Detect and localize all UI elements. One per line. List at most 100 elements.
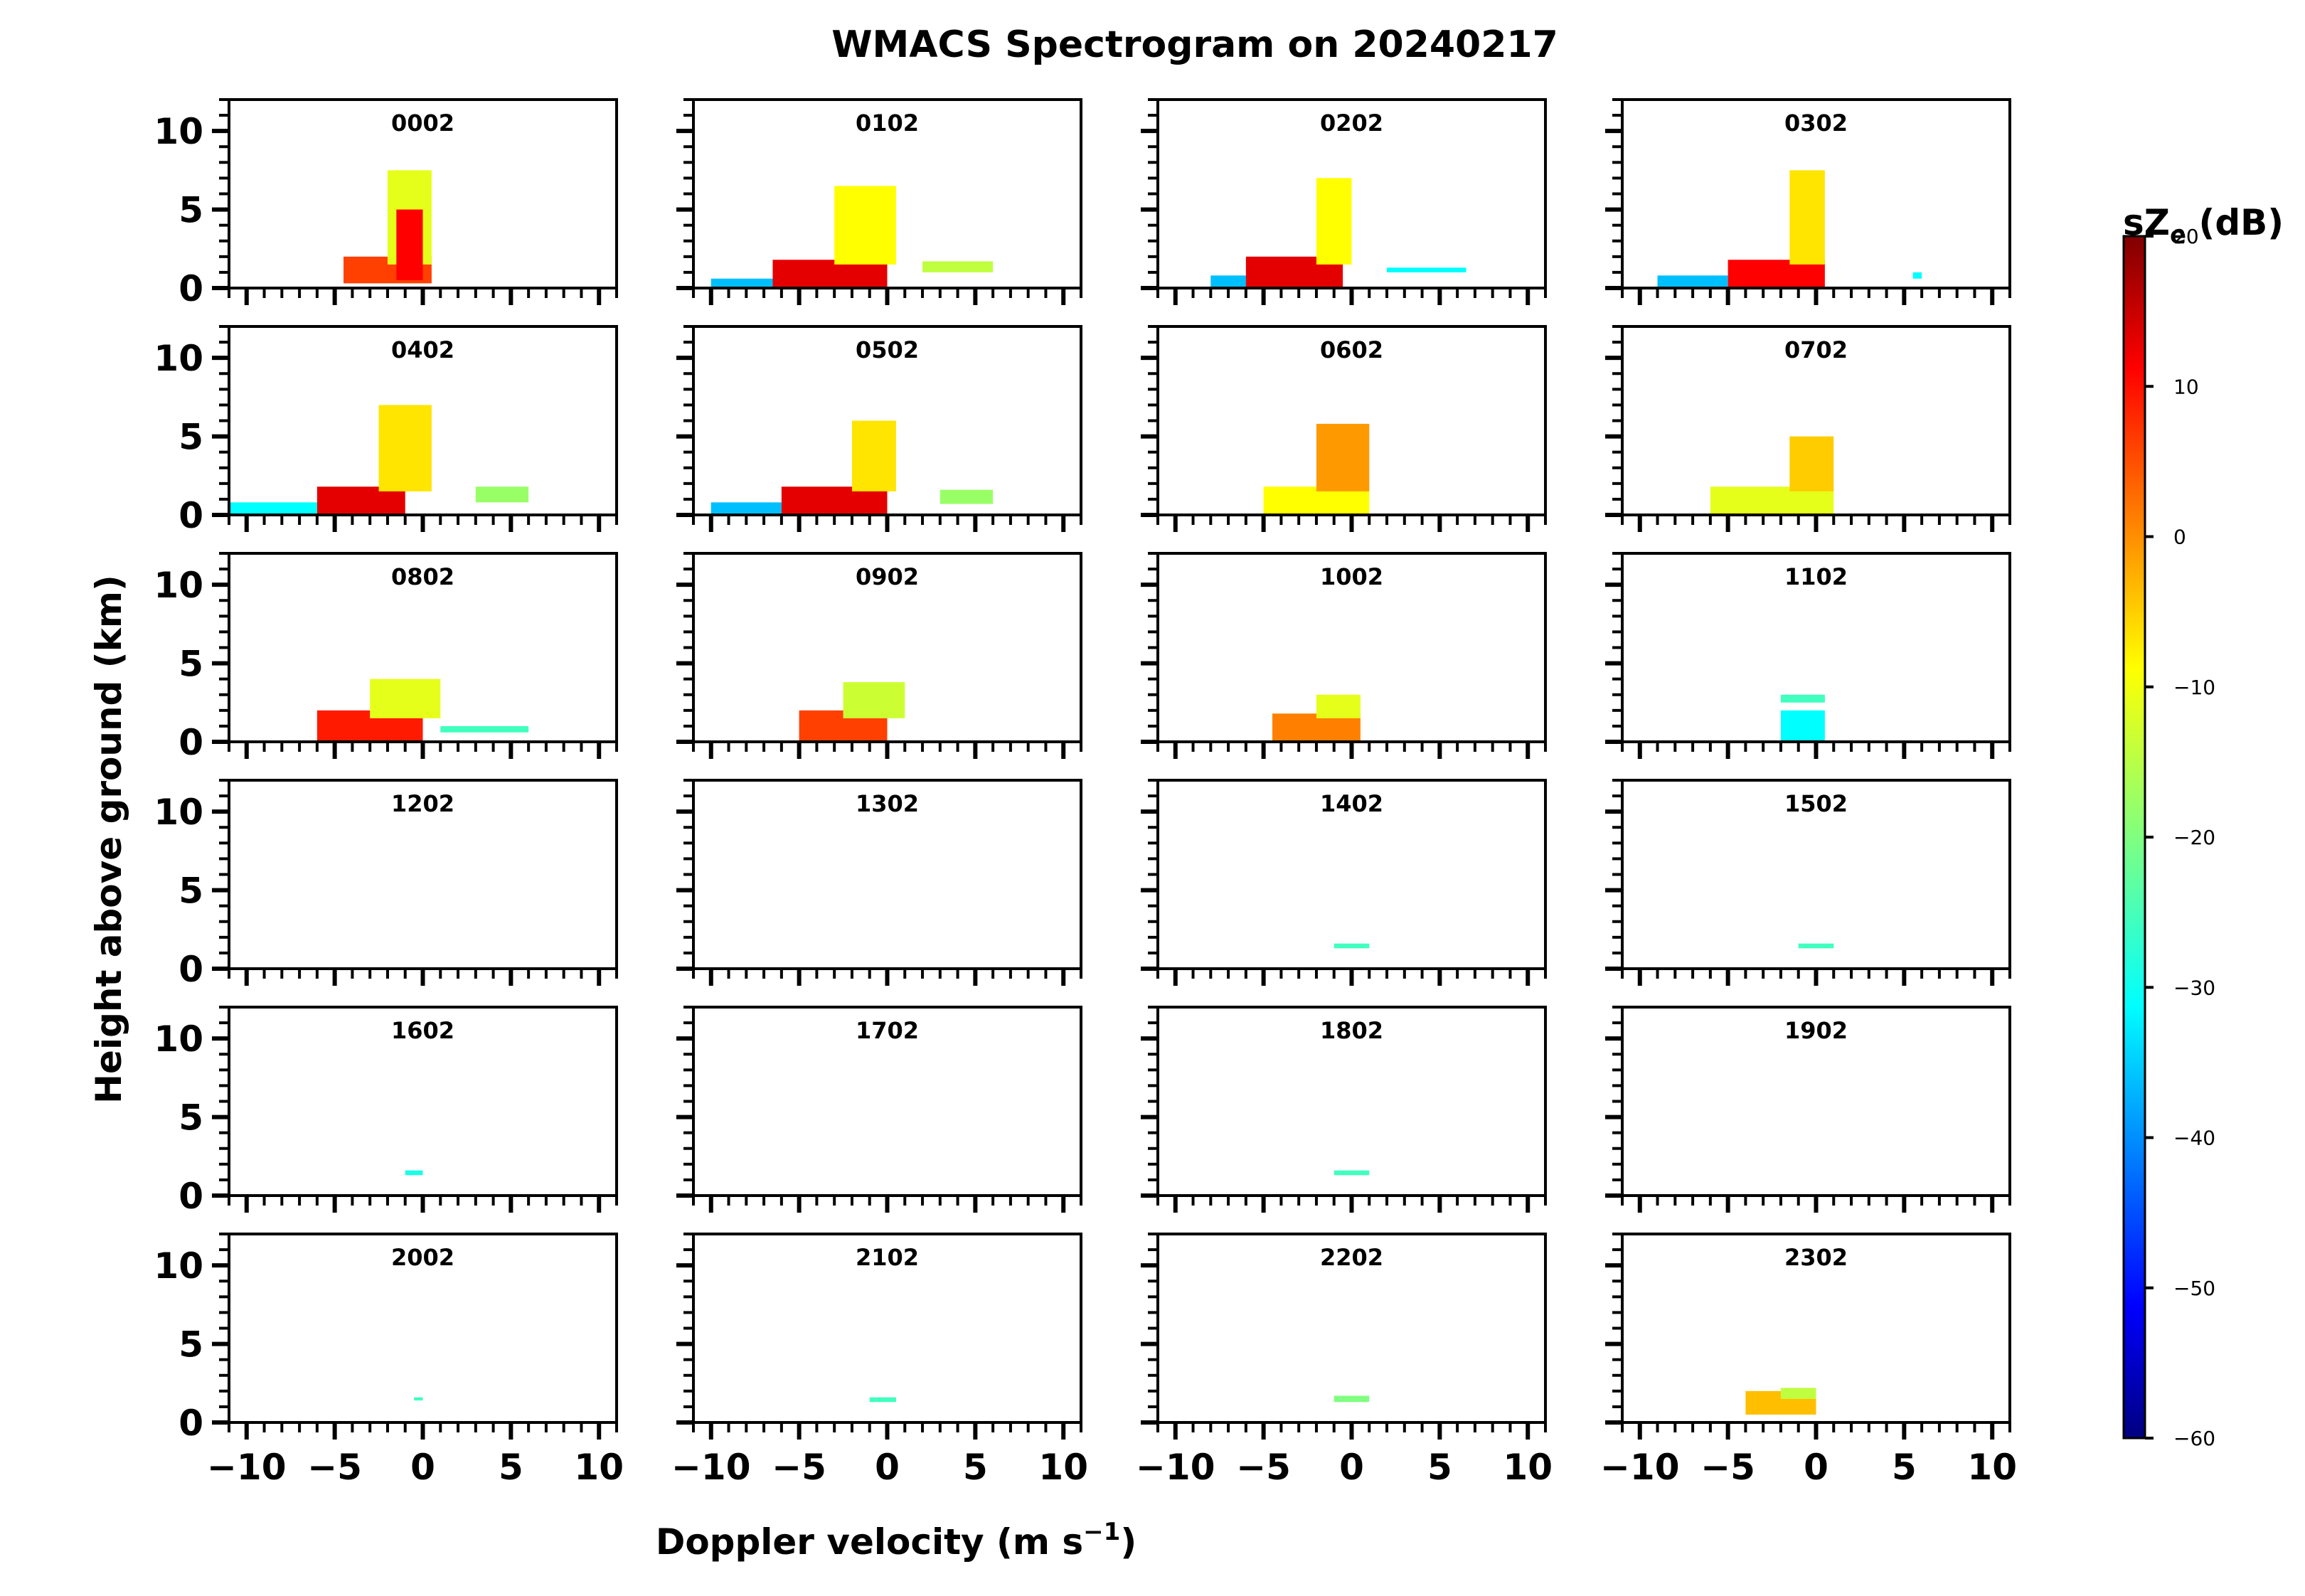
colorbar-tick-label: −20 [2173,826,2215,849]
panel-0302: 0302 [1605,98,2011,305]
y-tick-label: 10 [154,338,203,379]
spectral-echo [939,489,994,504]
panel-1702: 1702 [676,1006,1082,1213]
colorbar-tick-label: 20 [2173,225,2199,248]
spectral-echo [414,1397,423,1401]
y-tick-label: 5 [179,1324,203,1366]
spectral-echo [370,679,441,718]
panel-1902: 1902 [1605,1006,2011,1213]
spectral-echo [1789,436,1834,491]
panel-2302: 2302 −10 −5 0 5 10 [1600,1233,2017,1488]
spectral-echo [843,682,905,718]
spectral-echo [1657,275,1728,288]
panel-time-label: 2002 [391,1244,454,1271]
panel-0002: 0002 0 5 10 [154,98,618,309]
panel-time-label: 1202 [391,790,454,817]
x-tick-label: −10 [1136,1447,1215,1488]
panel-time-label: 1902 [1784,1017,1848,1044]
panel-time-label: 0402 [391,336,454,363]
panel-2102: 2102 −10 −5 0 5 10 [671,1233,1088,1488]
spectral-echo [1334,1170,1370,1176]
x-tick-label: 10 [1038,1447,1088,1488]
x-tick-label: −5 [307,1447,362,1488]
colorbar-tick-label: 10 [2173,375,2199,398]
spectral-echo [1780,710,1825,742]
x-tick-label: −10 [671,1447,750,1488]
spectral-echo [710,278,773,288]
spectral-echo [710,502,782,515]
y-tick-label: 5 [179,871,203,912]
panel-time-label: 0502 [856,336,919,363]
panel-0702: 0702 [1605,325,2011,532]
colorbar-gradient [2122,235,2146,1440]
chart-title: WMACS Spectrogram on 20240217 [831,23,1558,66]
spectral-echo [1316,423,1370,491]
spectral-echo [475,486,529,503]
panel-1502: 1502 [1605,779,2011,986]
panel-grid: 0002 0 5 10 0102 0202 0302 0402 0 5 10 0502 0602 0702… [154,98,2017,1488]
panel-time-label: 2202 [1320,1244,1383,1271]
panel-time-label: 1302 [856,790,919,817]
colorbar-label: sZe (dB) [2123,202,2284,250]
x-tick-label: 0 [410,1447,435,1488]
panel-time-label: 0302 [1784,110,1848,137]
panel-0102: 0102 [676,98,1082,305]
panel-1302: 1302 [676,779,1082,986]
spectral-echo [440,725,529,733]
panel-1002: 1002 [1141,552,1547,759]
x-axis-label-exponent: −1 [1083,1518,1120,1546]
panel-time-label: 0902 [856,563,919,590]
colorbar-tick-label: −40 [2173,1127,2215,1150]
spectral-echo [378,405,432,491]
x-tick-label: −5 [772,1447,826,1488]
x-axis-label: Doppler velocity (m s−1) [656,1518,1136,1563]
x-axis-label-main: Doppler velocity (m s [656,1521,1083,1563]
y-tick-label: 5 [179,644,203,685]
colorbar-ticks: −60 −50 −40 −30 −20 −10 0 10 20 [2145,225,2215,1450]
panel-2002: 2002 0 5 10 −10 −5 0 5 10 [154,1233,624,1488]
y-tick-label: 10 [154,792,203,833]
panel-time-label: 1102 [1784,563,1848,590]
panel-0502: 0502 [676,325,1082,532]
panel-1402: 1402 [1141,779,1547,986]
panel-time-label: 0202 [1320,110,1383,137]
panel-1802: 1802 [1141,1006,1547,1213]
y-tick-label: 0 [179,495,203,536]
spectral-echo [1798,943,1834,949]
x-tick-label: 5 [1892,1447,1917,1488]
x-axis-label-close: ) [1120,1521,1136,1563]
x-tick-label: −5 [1236,1447,1291,1488]
panel-1102: 1102 [1605,552,2011,759]
spectral-echo [405,1170,423,1176]
y-tick-label: 10 [154,565,203,606]
spectral-echo [1334,943,1370,949]
panel-time-label: 1002 [1320,563,1383,590]
x-tick-label: −10 [207,1447,286,1488]
panel-time-label: 0802 [391,563,454,590]
panel-time-label: 0602 [1320,336,1383,363]
y-tick-label: 10 [154,1018,203,1060]
panel-1602: 1602 0 5 10 [154,1006,618,1217]
panel-0902: 0902 [676,552,1082,759]
spectral-echo [396,209,423,280]
panel-time-label: 1402 [1320,790,1383,817]
x-tick-label: 0 [1339,1447,1364,1488]
panel-time-label: 0102 [856,110,919,137]
panel-time-label: 1602 [391,1017,454,1044]
colorbar-tick-label: −50 [2173,1277,2215,1300]
y-tick-label: 0 [179,722,203,763]
y-tick-label: 0 [179,1176,203,1217]
y-tick-label: 10 [154,111,203,152]
colorbar-tick-label: −10 [2173,676,2215,699]
panel-time-label: 0002 [391,110,454,137]
spectral-echo [834,186,896,265]
spectral-echo [1780,694,1825,703]
y-axis-label: Height above ground (km) [88,575,129,1104]
x-tick-label: 10 [1967,1447,2017,1488]
colorbar-label-main: sZ [2123,202,2170,243]
colorbar: −60 −50 −40 −30 −20 −10 0 10 20 sZe (dB) [2122,202,2284,1450]
spectral-echo [229,502,317,515]
x-tick-label: 10 [1503,1447,1553,1488]
spectral-echo [1387,267,1466,272]
y-tick-label: 10 [154,1245,203,1287]
